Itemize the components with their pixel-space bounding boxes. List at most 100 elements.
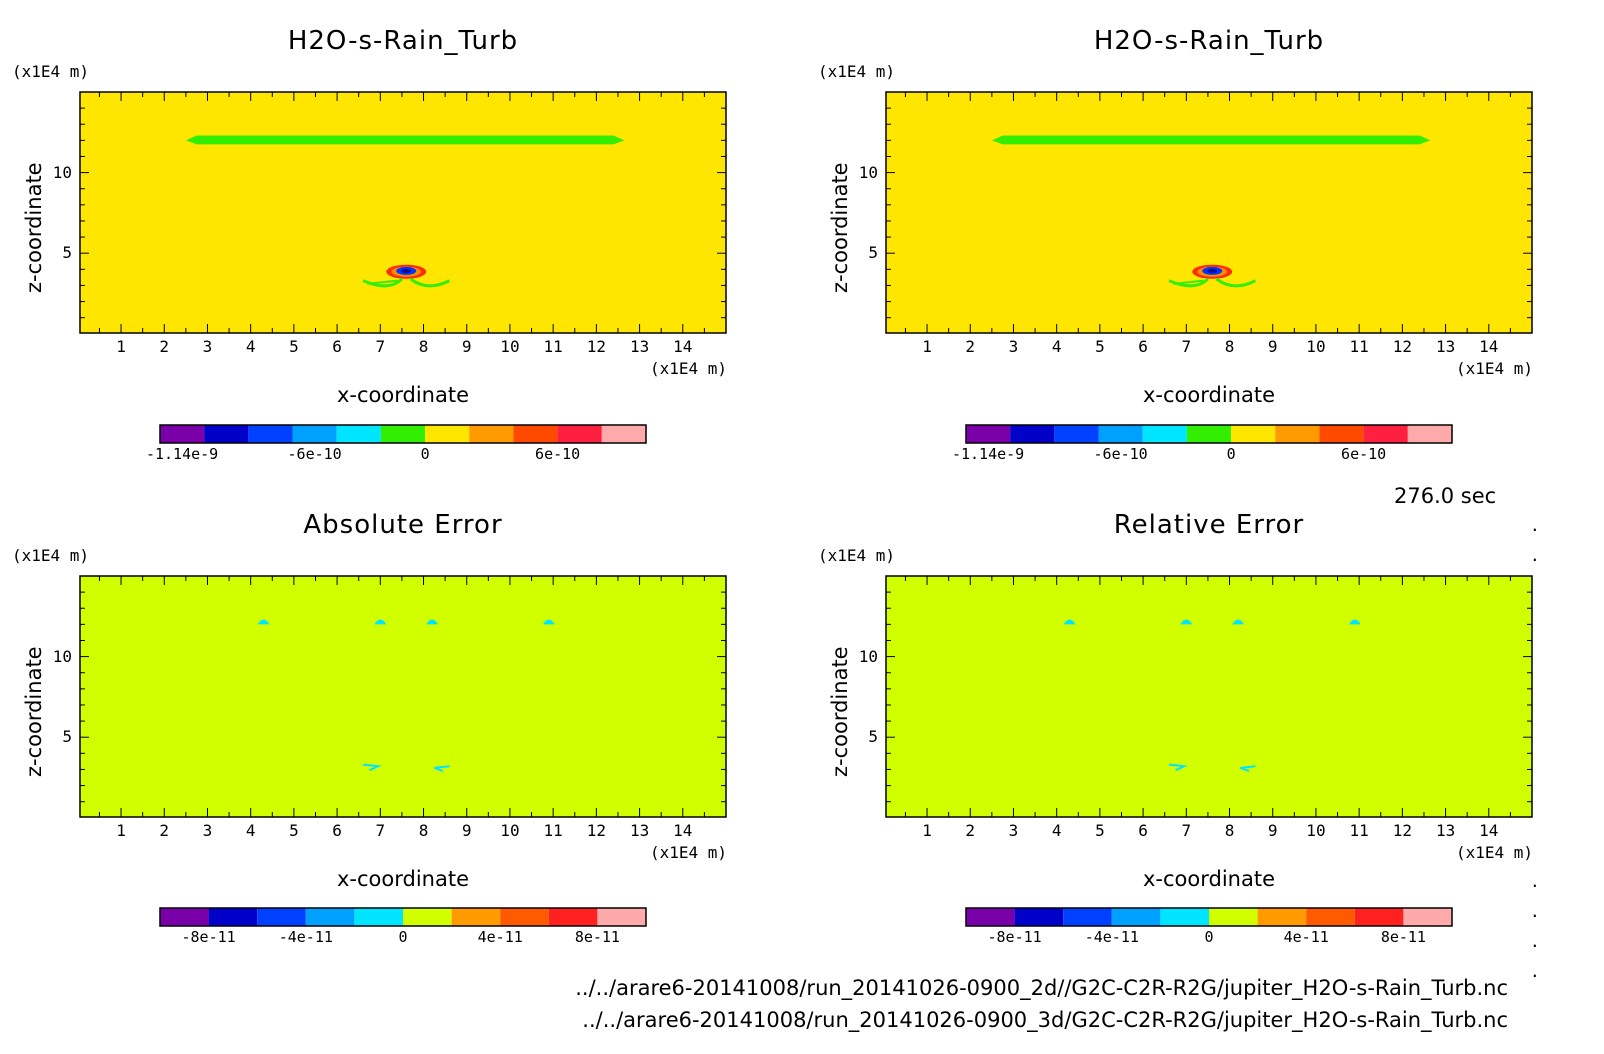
colorbar-segment — [1231, 425, 1276, 443]
y-tick-label: 10 — [858, 646, 878, 666]
plot-frame — [885, 91, 1533, 334]
colorbar-segment — [1275, 425, 1320, 443]
x-tick-label: 10 — [500, 821, 520, 840]
dot-marker: . — [1530, 902, 1540, 921]
x-tick-label: 6 — [1138, 337, 1148, 356]
colorbar-segment — [1098, 425, 1143, 443]
colorbar-tick-label: 0 — [398, 928, 408, 946]
y-axis-title: z-coordinate — [828, 646, 852, 777]
colorbar-tick-label: -6e-10 — [1093, 445, 1148, 463]
x-tick-label: 10 — [1306, 337, 1326, 356]
blob-core — [401, 268, 412, 273]
colorbar-tick-label: 4e-11 — [477, 928, 523, 946]
cyan-mark — [542, 619, 555, 625]
colorbar-segment — [557, 425, 602, 443]
colorbar-segment — [469, 425, 514, 443]
colorbar-segment — [1354, 908, 1404, 926]
x-tick-label: 11 — [1349, 821, 1369, 840]
colorbar-segment — [160, 908, 209, 926]
x-axis-title: x-coordinate — [336, 383, 470, 407]
x-tick-label: 7 — [375, 821, 386, 840]
colorbar-segment — [500, 908, 549, 926]
colorbar-tick-label: -4e-11 — [1084, 928, 1139, 946]
x-tick-label: 13 — [629, 337, 650, 356]
colorbar-segment — [403, 908, 452, 926]
x-tick-label: 9 — [461, 821, 472, 840]
cyan-mark — [426, 619, 439, 625]
y-tick-label: 10 — [858, 162, 878, 182]
colorbar-tick-label: 6e-10 — [1341, 445, 1387, 463]
blob-core — [1207, 268, 1218, 273]
colorbar-tick-label: -1.14e-9 — [951, 445, 1025, 463]
y-tick-label: 5 — [62, 727, 72, 747]
x-tick-label: 11 — [543, 821, 563, 840]
colorbar-tick-label: 8e-11 — [1380, 928, 1426, 946]
cyan-mark — [1232, 619, 1245, 625]
colorbar-segment — [204, 425, 249, 443]
colorbar-tick-label: 0 — [1204, 928, 1214, 946]
green-layer — [185, 135, 625, 145]
x-axis-title: x-coordinate — [1142, 867, 1276, 891]
x-tick-label: 1 — [922, 821, 932, 840]
y-unit-label: (x1E4 m) — [12, 62, 90, 81]
colorbar-segment — [1186, 425, 1232, 443]
colorbar-segment — [1111, 908, 1161, 926]
green-arc — [1173, 279, 1204, 285]
x-tick-label: 12 — [586, 821, 606, 840]
x-tick-label: 3 — [1008, 821, 1019, 840]
x-tick-label: 6 — [332, 821, 342, 840]
time-label: 276.0 sec — [1394, 484, 1497, 508]
plot-frame — [79, 91, 727, 334]
colorbar-segment — [1403, 908, 1452, 926]
colorbar-tick-label: -4e-11 — [278, 928, 333, 946]
x-tick-label: 4 — [245, 821, 256, 840]
y-tick-label: 10 — [52, 162, 72, 182]
x-tick-label: 8 — [418, 821, 429, 840]
x-tick-label: 8 — [1224, 821, 1235, 840]
x-axis-title: x-coordinate — [1142, 383, 1276, 407]
cyan-mark — [362, 763, 382, 772]
colorbar-tick-label: -1.14e-9 — [145, 445, 219, 463]
x-tick-label: 4 — [1051, 821, 1062, 840]
green-arc — [362, 277, 403, 288]
colorbar-segment — [1257, 908, 1307, 926]
y-tick-label: 5 — [868, 243, 878, 263]
x-tick-label: 11 — [1349, 337, 1369, 356]
x-tick-label: 1 — [116, 337, 126, 356]
cyan-mark — [1168, 763, 1188, 772]
x-tick-label: 14 — [673, 821, 693, 840]
x-tick-label: 8 — [1224, 337, 1235, 356]
colorbar-segment — [248, 425, 293, 443]
green-layer — [991, 135, 1431, 145]
colorbar-segment — [1010, 425, 1055, 443]
colorbar-frame — [965, 424, 1453, 444]
colorbar-segment — [305, 908, 355, 926]
green-arc — [1168, 277, 1209, 288]
x-tick-label: 2 — [159, 337, 170, 356]
colorbar-segment — [380, 425, 426, 443]
x-tick-label: 10 — [500, 337, 520, 356]
x-unit-label: (x1E4 m) — [650, 359, 728, 378]
colorbar-segment — [354, 908, 403, 926]
x-tick-label: 14 — [673, 337, 693, 356]
colorbar-segment — [966, 425, 1011, 443]
colorbar-segment — [1014, 908, 1064, 926]
colorbar-segment — [1054, 425, 1099, 443]
x-unit-label: (x1E4 m) — [1456, 843, 1534, 862]
x-tick-label: 14 — [1479, 337, 1499, 356]
x-tick-label: 2 — [965, 821, 976, 840]
chart-title: Relative Error — [1113, 510, 1305, 540]
colorbar-segment — [1407, 425, 1452, 443]
colorbar-frame — [159, 424, 647, 444]
file-path-3d: ../../arare6-20141008/run_20141026-0900_… — [582, 1008, 1508, 1032]
y-axis-title: z-coordinate — [828, 162, 852, 293]
y-tick-label: 10 — [52, 646, 72, 666]
x-tick-label: 8 — [418, 337, 429, 356]
x-tick-label: 13 — [1435, 821, 1456, 840]
x-tick-label: 9 — [1267, 821, 1278, 840]
colorbar-segment — [292, 425, 337, 443]
colorbar-segment — [966, 908, 1015, 926]
colorbar-tick-label: -6e-10 — [287, 445, 342, 463]
x-unit-label: (x1E4 m) — [1456, 359, 1534, 378]
x-tick-label: 13 — [629, 821, 650, 840]
